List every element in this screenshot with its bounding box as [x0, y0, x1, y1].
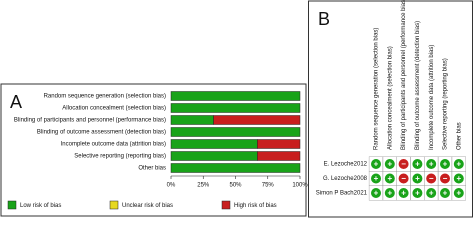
category-label: Blinding of participants and personnel (… — [14, 118, 166, 124]
risk-dot — [371, 188, 381, 198]
x-tick-label: 50% — [229, 183, 242, 189]
risk-symbol: + — [401, 189, 406, 198]
x-tick-label: 75% — [262, 183, 275, 189]
risk-dot — [412, 159, 423, 169]
legend-swatch — [7, 200, 17, 210]
column-label: Random sequence generation (selection bi… — [374, 28, 380, 150]
risk-symbol: + — [374, 189, 379, 198]
risk-dot — [371, 159, 381, 169]
risk-dot — [453, 188, 464, 198]
risk-dot — [426, 173, 437, 184]
panel-label: A — [10, 92, 22, 112]
risk-symbol: + — [429, 189, 434, 198]
bar-segment — [170, 139, 258, 149]
column-label: Blinding of participants and personnel (… — [401, 0, 407, 150]
category-label: Selective reporting (reporting bias) — [74, 154, 166, 160]
risk-dot — [453, 159, 464, 169]
legend-label: Low risk of bias — [20, 203, 61, 209]
column-label: Other bias — [456, 122, 462, 150]
bar-segment — [170, 91, 301, 101]
risk-symbol: + — [443, 189, 448, 198]
risk-symbol: + — [415, 189, 420, 198]
risk-symbol: + — [415, 174, 420, 183]
column-label: Blinding of outcome assessment (detectio… — [415, 21, 421, 150]
risk-dot — [371, 173, 381, 184]
risk-dot — [384, 159, 395, 169]
risk-dot — [426, 159, 437, 169]
bar-segment — [257, 139, 301, 149]
category-label: Allocation concealment (selection bias) — [62, 106, 166, 112]
panel-label: B — [318, 9, 330, 29]
risk-symbol: + — [374, 160, 379, 169]
bar-segment — [170, 103, 301, 113]
risk-symbol: + — [456, 174, 461, 183]
row-label: G. Lezoche2008 — [323, 176, 368, 182]
risk-symbol: − — [429, 174, 434, 183]
risk-dot — [398, 159, 409, 169]
column-label: Allocation concealment (selection bias) — [387, 46, 393, 150]
risk-symbol: + — [429, 160, 434, 169]
cell-box — [451, 185, 466, 201]
risk-dot — [384, 173, 395, 184]
legend-label: Unclear risk of bias — [122, 203, 173, 209]
risk-dot — [453, 173, 464, 184]
bar-segment — [170, 127, 301, 137]
risk-dot — [440, 173, 450, 184]
risk-symbol: + — [443, 160, 448, 169]
risk-symbol: + — [456, 189, 461, 198]
risk-symbol: + — [374, 174, 379, 183]
risk-symbol: − — [443, 174, 448, 183]
risk-symbol: + — [387, 160, 392, 169]
risk-dot — [440, 159, 450, 169]
risk-symbol: − — [401, 174, 406, 183]
bar-segment — [257, 151, 301, 161]
risk-symbol: − — [401, 160, 406, 169]
legend-label: High risk of bias — [234, 203, 277, 209]
category-label: Other bias — [138, 166, 166, 172]
x-tick-label: 100% — [292, 183, 308, 189]
risk-symbol: + — [415, 160, 420, 169]
bar-segment — [170, 151, 258, 161]
risk-dot — [384, 188, 395, 198]
x-tick-label: 0% — [167, 183, 176, 189]
risk-symbol: + — [387, 189, 392, 198]
risk-dot — [412, 188, 423, 198]
bar-segment — [170, 115, 214, 125]
bar-segment — [213, 115, 301, 125]
panel-b-frame — [308, 0, 473, 218]
risk-dot — [412, 173, 423, 184]
column-label: Selective reporting (reporting bias) — [443, 58, 449, 150]
legend-swatch — [221, 200, 231, 210]
category-label: Blinding of outcome assessment (detectio… — [37, 130, 166, 136]
risk-dot — [398, 188, 409, 198]
figure: A B Random sequence generation (selectio… — [0, 0, 473, 218]
risk-symbol: + — [456, 160, 461, 169]
row-label: Simon P Bach2021 — [316, 191, 368, 197]
risk-dot — [398, 173, 409, 184]
risk-dot — [426, 188, 437, 198]
legend-swatch — [109, 200, 119, 210]
category-label: Random sequence generation (selection bi… — [44, 94, 166, 100]
x-tick-label: 25% — [197, 183, 210, 189]
row-label: E. Lezoche2012 — [324, 162, 368, 168]
panel-a-frame — [0, 83, 307, 217]
category-label: Incomplete outcome data (attrition bias) — [61, 142, 166, 148]
risk-symbol: + — [387, 174, 392, 183]
risk-dot — [440, 188, 450, 198]
bar-segment — [170, 163, 301, 173]
column-label: Incomplete outcome data (attrition bias) — [429, 45, 435, 150]
